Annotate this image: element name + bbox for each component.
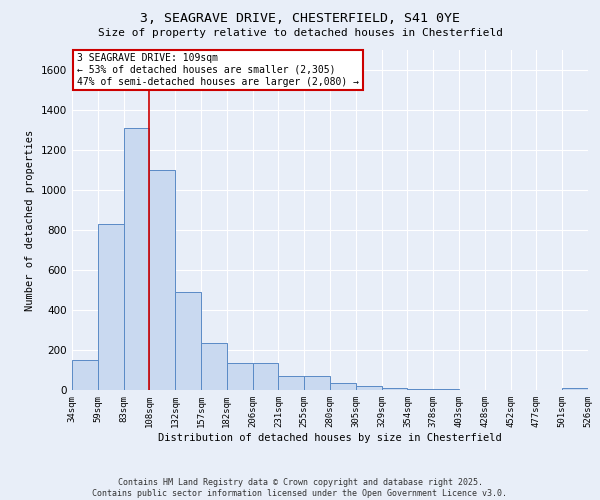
- Bar: [253, 363, 278, 390]
- Bar: [356, 386, 382, 390]
- Bar: [330, 383, 356, 390]
- Bar: [304, 376, 330, 390]
- Bar: [72, 360, 98, 390]
- Bar: [124, 128, 149, 390]
- Bar: [278, 376, 304, 390]
- Bar: [433, 389, 459, 390]
- Y-axis label: Number of detached properties: Number of detached properties: [25, 130, 35, 310]
- X-axis label: Distribution of detached houses by size in Chesterfield: Distribution of detached houses by size …: [158, 432, 502, 442]
- Text: 3, SEAGRAVE DRIVE, CHESTERFIELD, S41 0YE: 3, SEAGRAVE DRIVE, CHESTERFIELD, S41 0YE: [140, 12, 460, 26]
- Bar: [562, 388, 588, 390]
- Bar: [149, 170, 175, 390]
- Bar: [175, 292, 201, 390]
- Bar: [201, 343, 227, 390]
- Bar: [227, 363, 253, 390]
- Bar: [382, 388, 407, 390]
- Bar: [407, 389, 433, 390]
- Text: Size of property relative to detached houses in Chesterfield: Size of property relative to detached ho…: [97, 28, 503, 38]
- Bar: [98, 224, 124, 390]
- Text: Contains HM Land Registry data © Crown copyright and database right 2025.
Contai: Contains HM Land Registry data © Crown c…: [92, 478, 508, 498]
- Text: 3 SEAGRAVE DRIVE: 109sqm
← 53% of detached houses are smaller (2,305)
47% of sem: 3 SEAGRAVE DRIVE: 109sqm ← 53% of detach…: [77, 54, 359, 86]
